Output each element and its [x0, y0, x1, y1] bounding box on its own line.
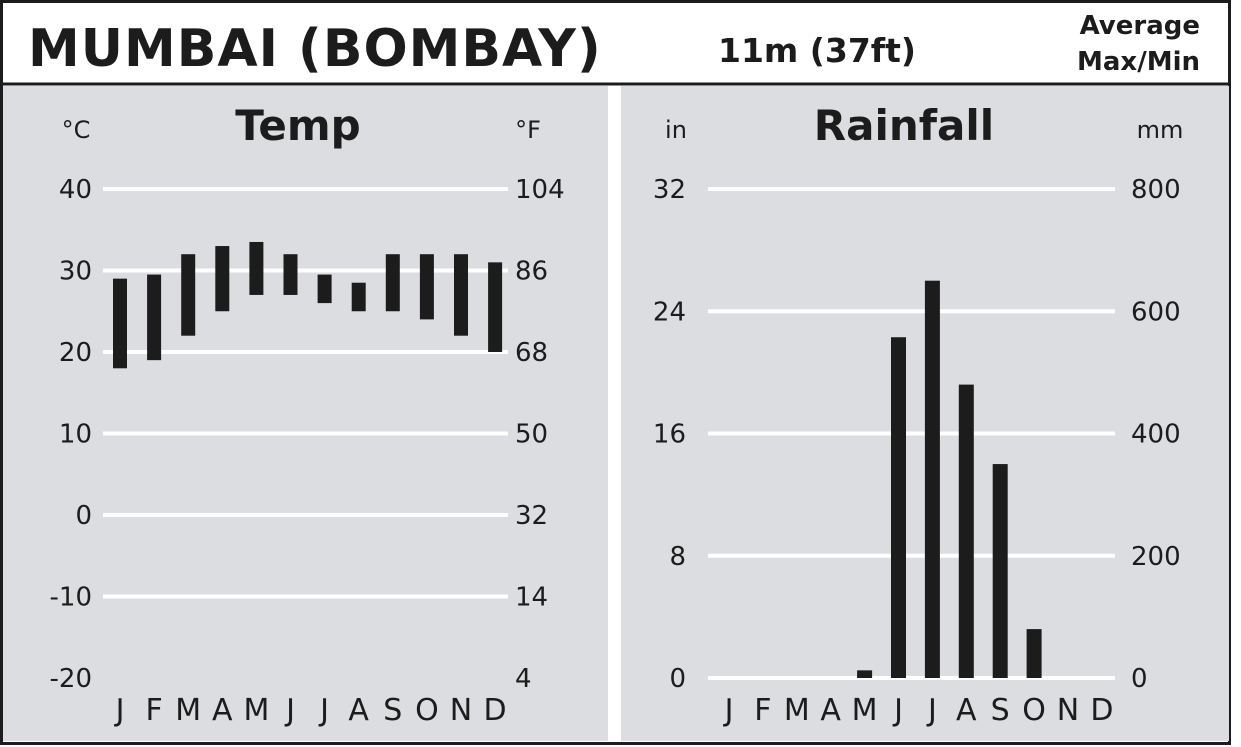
rain-bar [924, 280, 940, 678]
rain-month-label: N [1057, 693, 1079, 728]
rain-left-tick: 16 [653, 420, 686, 450]
temp-left-tick: -20 [50, 664, 92, 694]
rain-month-label: D [1090, 693, 1113, 728]
temp-right-tick: 50 [515, 420, 548, 450]
rain-title: Rainfall [814, 101, 994, 150]
temp-range-bar [454, 254, 468, 336]
rain-left-tick: 32 [653, 175, 686, 205]
temp-month-label: O [415, 693, 439, 728]
city-title: MUMBAI (BOMBAY) [28, 19, 602, 79]
temp-left-tick: 10 [59, 420, 92, 450]
temp-month-label: A [212, 693, 233, 728]
temp-month-label: D [484, 693, 507, 728]
rain-month-label: J [723, 693, 734, 728]
rain-month-label: S [991, 693, 1010, 728]
rain-left-tick: 0 [669, 664, 686, 694]
elevation-label: 11m (37ft) [718, 31, 916, 70]
temp-right-tick: 4 [515, 664, 532, 694]
rain-month-label: A [956, 693, 977, 728]
temp-right-tick: 104 [515, 175, 565, 205]
temp-range-bar [147, 274, 162, 361]
temp-left-tick: 0 [75, 501, 92, 531]
rain-month-label: F [754, 693, 771, 728]
temp-month-label: M [243, 693, 269, 728]
temp-month-label: J [114, 693, 125, 728]
temp-range-bar [385, 254, 400, 312]
temp-right-tick: 14 [515, 583, 548, 613]
rain-right-tick: 400 [1131, 420, 1181, 450]
temp-title: Temp [235, 101, 360, 150]
temp-month-label: M [175, 693, 201, 728]
rain-month-label: J [926, 693, 937, 728]
temp-month-label: A [348, 693, 369, 728]
rain-left-unit: in [665, 116, 687, 144]
temp-range-bar [351, 282, 366, 312]
rain-bar [857, 670, 873, 678]
temp-right-unit: °F [515, 116, 541, 144]
temp-range-bar [283, 254, 298, 295]
rain-right-tick: 200 [1131, 542, 1181, 572]
temp-right-tick: 86 [515, 257, 548, 287]
temp-panel: Temp °C °F 40 104 30 86 20 68 10 50 0 32 -10 14 -20 4… [3, 86, 608, 741]
temp-range-bar [215, 246, 230, 312]
rain-right-tick: 800 [1131, 175, 1181, 205]
rain-bar [992, 464, 1008, 678]
temp-left-tick: 30 [59, 257, 92, 287]
rain-right-tick: 600 [1131, 297, 1181, 327]
temp-range-bar [317, 274, 332, 304]
temp-left-unit: °C [62, 116, 91, 144]
temp-range-bar [181, 254, 196, 336]
temp-left-tick: 40 [59, 175, 92, 205]
temp-range-bar [249, 241, 264, 295]
temp-range-bar [488, 262, 503, 352]
temp-month-label: F [145, 693, 162, 728]
rain-bar [891, 337, 906, 678]
temp-panel-bg [3, 86, 608, 741]
legend-maxmin: Max/Min [1077, 47, 1200, 77]
temp-range-bar [113, 278, 127, 369]
temp-right-tick: 32 [515, 501, 548, 531]
rain-month-label: M [784, 693, 810, 728]
temp-month-label: S [383, 693, 402, 728]
rain-month-label: A [820, 693, 841, 728]
rain-left-tick: 8 [669, 542, 686, 572]
temp-month-label: J [318, 693, 329, 728]
temp-month-label: N [450, 693, 472, 728]
temp-month-label: J [284, 693, 295, 728]
rain-month-label: O [1022, 693, 1046, 728]
rain-bar [958, 384, 974, 678]
rain-bar [1026, 629, 1042, 678]
temp-left-tick: -10 [50, 583, 92, 613]
rain-right-unit: mm [1137, 116, 1184, 144]
temp-range-bar [419, 254, 434, 320]
rain-month-label: J [892, 693, 903, 728]
temp-right-tick: 68 [515, 338, 548, 368]
rain-right-tick: 0 [1131, 664, 1148, 694]
rain-month-label: M [852, 693, 878, 728]
legend-average: Average [1080, 11, 1200, 41]
temp-left-tick: 20 [59, 338, 92, 368]
rain-left-tick: 24 [653, 297, 686, 327]
